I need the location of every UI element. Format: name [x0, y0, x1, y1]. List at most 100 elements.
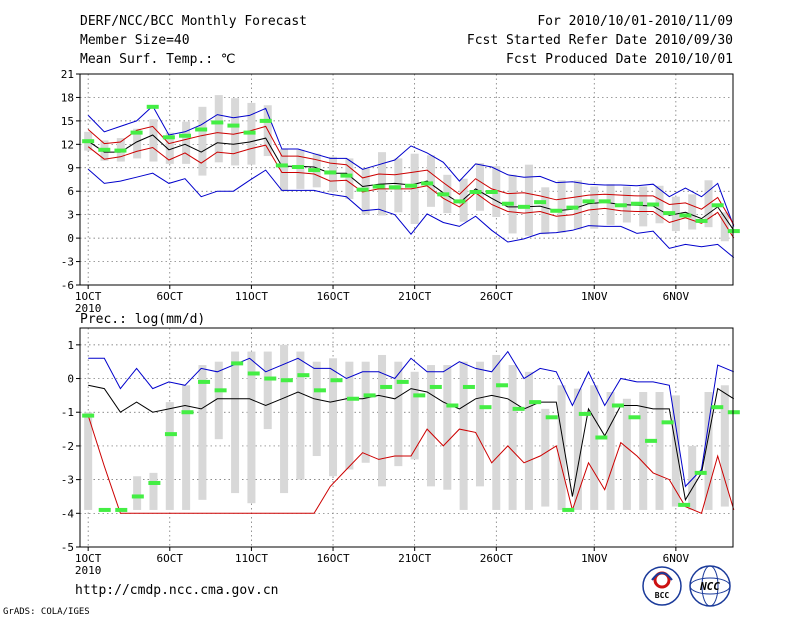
precip-panel-title: Prec.: log(mm/d)	[80, 312, 205, 327]
temperature-panel: -6 -3 0 3 6 9 12 15 18 21 1OCT 6OCT 11OCT 16OCT 21OCT 2…	[61, 68, 740, 315]
box-day-21	[410, 153, 419, 225]
y-tick-label-4: 6	[67, 185, 74, 198]
box-day-20	[394, 361, 403, 467]
y-tick-label-2: -3	[61, 474, 74, 487]
marker-38	[695, 218, 708, 223]
x-tick-label-2: 11OCT	[235, 552, 268, 565]
marker-15	[324, 170, 337, 175]
x-tick-label-3: 16OCT	[316, 290, 349, 303]
marker-16	[340, 173, 353, 178]
marker-1	[98, 507, 111, 512]
x-tick-label-0: 1OCT	[75, 552, 102, 565]
ncc-logo: NCC	[689, 565, 731, 607]
marker-27	[517, 204, 530, 209]
marker-2	[115, 507, 128, 512]
box-day-32	[590, 385, 599, 510]
grads-credit: GrADS: COLA/IGES	[3, 607, 90, 617]
box-day-31	[573, 180, 582, 230]
year-label: 2010	[75, 564, 102, 577]
box-day-28	[524, 164, 533, 236]
marker-5	[162, 135, 175, 140]
marker-8	[211, 120, 224, 125]
box-day-25	[475, 163, 484, 211]
marker-26	[501, 201, 514, 206]
marker-21	[429, 384, 442, 389]
bcc-logo: BCC	[642, 566, 682, 606]
box-day-40	[720, 212, 729, 242]
member-size-label: Member Size=40	[80, 33, 190, 48]
marker-13	[291, 164, 304, 169]
box-day-13	[280, 344, 289, 494]
marker-4	[148, 480, 161, 485]
box-day-23	[443, 365, 452, 490]
marker-14	[313, 388, 326, 393]
marker-34	[645, 438, 658, 443]
box-day-9	[214, 95, 223, 163]
marker-9	[227, 123, 240, 128]
x-tick-label-7: 6NOV	[663, 552, 690, 565]
marker-0	[82, 413, 95, 418]
box-day-14	[296, 149, 305, 189]
marker-15	[330, 378, 343, 383]
box-day-26	[492, 354, 501, 510]
x-tick-label-7: 6NOV	[663, 290, 690, 303]
x-tick-label-1: 6OCT	[157, 290, 184, 303]
box-day-27	[508, 365, 517, 510]
upper-bound-line	[88, 350, 734, 488]
marker-34	[630, 201, 643, 206]
marker-35	[647, 202, 660, 207]
x-tick-label-2: 11OCT	[235, 290, 268, 303]
marker-18	[372, 184, 385, 189]
box-day-38	[688, 445, 697, 510]
marker-25	[496, 383, 509, 388]
box-day-14	[296, 351, 305, 480]
marker-7	[195, 127, 208, 132]
y-tick-label-9: 21	[61, 68, 74, 81]
box-day-8	[198, 365, 207, 500]
box-day-32	[590, 186, 599, 229]
y-tick-label-5: 0	[67, 373, 74, 386]
box-day-4	[133, 128, 142, 159]
marker-0	[82, 139, 95, 144]
box-day-31	[573, 388, 582, 510]
y-tick-label-2: 0	[67, 232, 74, 245]
marker-39	[711, 203, 724, 208]
chart-title: DERF/NCC/BCC Monthly Forecast	[80, 14, 307, 29]
marker-20	[413, 393, 426, 398]
marker-8	[214, 388, 227, 393]
marker-32	[611, 403, 624, 408]
website-url[interactable]: http://cmdp.ncc.cma.gov.cn	[75, 583, 279, 598]
marker-14	[308, 168, 321, 173]
y-tick-label-3: -2	[61, 440, 74, 453]
box-day-1	[84, 412, 93, 510]
lower-mid-line	[87, 144, 735, 239]
marker-7	[198, 379, 211, 384]
box-day-29	[541, 408, 550, 507]
box-day-16	[329, 358, 338, 477]
marker-6	[179, 133, 192, 138]
marker-24	[469, 190, 482, 195]
box-day-36	[655, 185, 664, 224]
box-day-6	[165, 132, 174, 164]
box-day-25	[475, 361, 484, 487]
marker-25	[485, 190, 498, 195]
upper-bound-line	[87, 105, 735, 227]
y-tick-label-0: -5	[61, 541, 74, 554]
box-day-10	[231, 98, 240, 166]
box-day-38	[688, 194, 697, 230]
box-day-10	[231, 351, 240, 494]
plot-frame	[79, 327, 734, 548]
marker-11	[259, 118, 272, 123]
marker-5	[164, 432, 177, 437]
box-day-5	[149, 119, 158, 162]
y-tick-label-5: 9	[67, 162, 74, 175]
box-day-30	[557, 385, 566, 510]
box-day-17	[345, 158, 354, 200]
marker-38	[711, 405, 724, 410]
marker-1	[98, 147, 111, 152]
marker-33	[614, 203, 627, 208]
marker-16	[347, 396, 360, 401]
x-tick-label-4: 21OCT	[398, 290, 431, 303]
box-day-22	[426, 155, 435, 207]
